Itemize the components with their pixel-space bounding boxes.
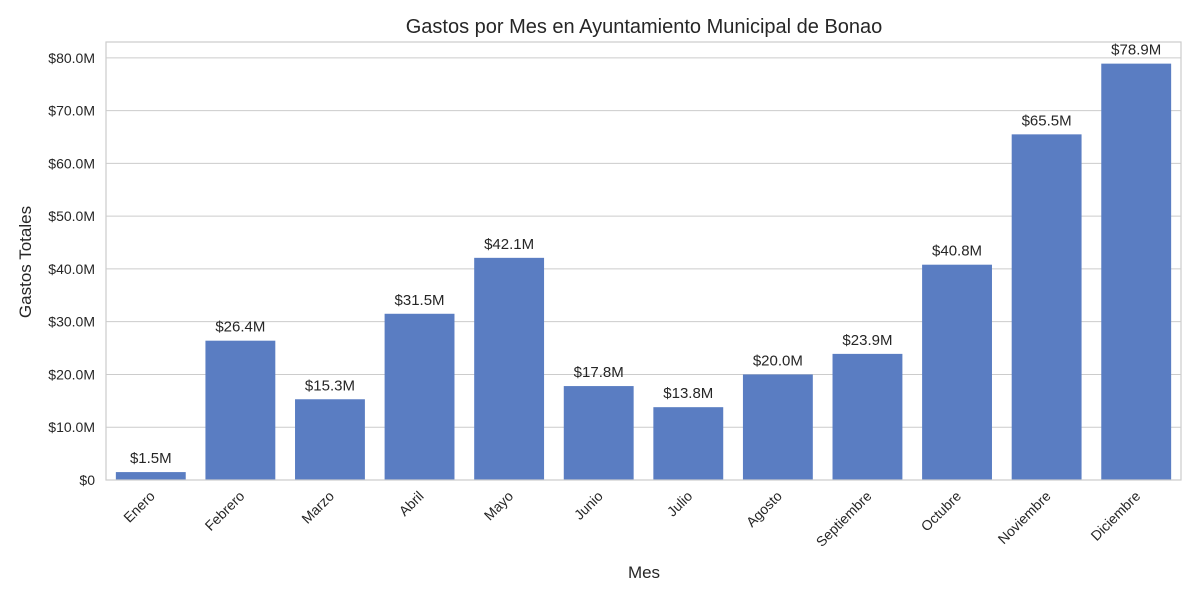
y-tick-label: $30.0M [48, 314, 95, 330]
x-tick-label: Enero [120, 488, 158, 526]
x-axis-ticks: Enero Febrero Marzo Abril Mayo Junio Julio Agos… [120, 488, 1143, 550]
x-tick-label: Noviembre [995, 488, 1054, 547]
bar [295, 399, 365, 480]
y-axis-ticks: $0 $10.0M $20.0M $30.0M $40.0M $50.0M $60.0M $7… [48, 50, 95, 488]
bar [474, 257, 545, 480]
y-tick-label: $70.0M [48, 103, 95, 119]
bar [832, 353, 903, 480]
data-label: $1.5M [130, 450, 172, 467]
data-label: $13.8M [663, 385, 713, 402]
bar [1101, 63, 1172, 481]
data-label: $20.0M [753, 352, 803, 369]
y-tick-label: $60.0M [48, 155, 95, 171]
x-tick-label: Febrero [202, 488, 248, 534]
bar [563, 386, 634, 480]
data-label: $31.5M [395, 292, 445, 309]
x-tick-label: Septiembre [813, 488, 875, 550]
x-tick-label: Octubre [918, 488, 965, 535]
bar [115, 472, 186, 480]
data-label: $78.9M [1111, 42, 1161, 59]
x-tick-label: Marzo [298, 488, 337, 527]
plot-frame [105, 41, 1182, 481]
data-label: $42.1M [484, 236, 534, 253]
x-tick-label: Abril [396, 488, 427, 519]
bar [922, 264, 992, 480]
chart-title: Gastos por Mes en Ayuntamiento Municipal… [406, 16, 883, 38]
bar [205, 340, 276, 480]
x-tick-label: Junio [571, 488, 606, 523]
y-axis-label: Gastos Totales [16, 206, 35, 318]
x-tick-label: Diciembre [1087, 488, 1143, 544]
bar [384, 313, 455, 480]
bar [1011, 134, 1082, 480]
y-tick-label: $50.0M [48, 208, 95, 224]
y-tick-label: $0 [79, 472, 95, 488]
y-tick-label: $10.0M [48, 419, 95, 435]
gridlines [106, 57, 1181, 481]
x-tick-label: Agosto [743, 488, 785, 530]
x-axis-label: Mes [628, 563, 660, 582]
data-label: $65.5M [1022, 112, 1072, 129]
data-label: $26.4M [215, 319, 265, 336]
data-label: $17.8M [574, 364, 624, 381]
x-tick-label: Julio [664, 488, 696, 520]
data-label: $23.9M [842, 332, 892, 349]
data-label: $15.3M [305, 377, 355, 394]
y-tick-label: $80.0M [48, 50, 95, 66]
data-labels: $1.5M $26.4M $15.3M $31.5M $42.1M $17.8M $13.8… [130, 42, 1161, 467]
y-tick-label: $40.0M [48, 261, 95, 277]
bars [115, 63, 1172, 481]
y-tick-label: $20.0M [48, 366, 95, 382]
bar [653, 407, 724, 480]
data-label: $40.8M [932, 243, 982, 260]
bar [742, 374, 813, 480]
x-tick-label: Mayo [481, 488, 517, 524]
